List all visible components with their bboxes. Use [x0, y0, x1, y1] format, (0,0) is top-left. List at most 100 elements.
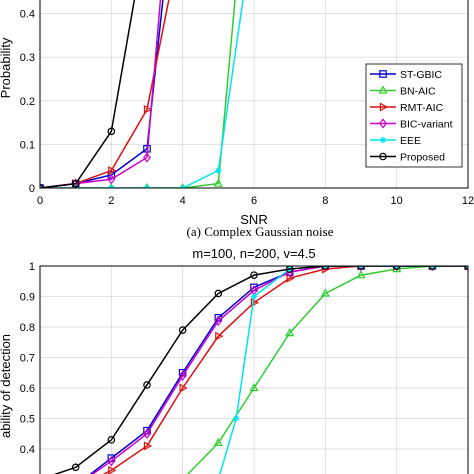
legend-box: [365, 63, 463, 168]
x-tick-labels-a: 0 2 4 6 8 10 12: [37, 195, 474, 207]
data-point: [357, 266, 365, 272]
data-point: [213, 437, 223, 447]
data-point: [428, 266, 437, 270]
data-point: [143, 152, 151, 163]
y-tick-label: 0: [29, 183, 35, 195]
series-line: [89, 266, 468, 474]
legend-label: BN-AIC: [400, 86, 436, 98]
x-tick-label: 4: [180, 195, 186, 207]
data-point: [143, 104, 153, 115]
y-tick-label: 0.4: [20, 444, 35, 456]
x-tick-label: 0: [37, 195, 43, 207]
y-tick-label: 0.3: [20, 52, 35, 64]
data-point: [71, 179, 80, 188]
data-point: [108, 465, 117, 474]
data-point: [285, 266, 294, 273]
data-point: [107, 436, 116, 444]
y-axis-label-a: Probability: [0, 37, 13, 98]
legend-a: ST-GBIC BN-AIC RMT-AIC BIC-variant EEE Propos…: [365, 63, 463, 168]
data-point: [108, 166, 117, 176]
series-group-b: [53, 266, 468, 474]
legend-marker: [378, 85, 388, 94]
data-point: [107, 456, 116, 467]
data-point: [249, 382, 259, 392]
series-eee: [40, 0, 244, 188]
data-point: [143, 381, 151, 389]
data-point: [107, 171, 116, 179]
data-point: [357, 266, 365, 270]
series-st-gbic: [89, 266, 468, 474]
data-point: [232, 415, 240, 422]
y-tick-label: 0.4: [20, 9, 35, 21]
data-point: [250, 298, 260, 308]
data-point: [143, 441, 153, 451]
series-rmt-aic: [40, 0, 170, 188]
legend-entry-proposed: Proposed: [370, 152, 445, 164]
series-line: [102, 266, 468, 474]
data-point: [356, 270, 366, 279]
series-bic-variant: [40, 0, 162, 188]
series-line: [40, 0, 136, 188]
data-point: [392, 266, 401, 270]
data-point: [320, 288, 330, 297]
chart-title-b: m=100, n=200, v=4.5: [192, 246, 315, 261]
data-point: [143, 428, 151, 439]
series-line: [53, 266, 468, 474]
data-point: [213, 178, 223, 187]
plot-frame-b: [39, 265, 469, 474]
series-proposed: [40, 0, 136, 188]
x-tick-label: 2: [108, 195, 114, 207]
series-line: [219, 266, 468, 474]
series-line: [40, 0, 236, 188]
legend-marker: [379, 102, 389, 112]
data-point: [107, 174, 116, 185]
data-point: [40, 185, 46, 188]
data-point: [250, 293, 258, 300]
legend-label: EEE: [400, 135, 421, 147]
legend-entry-bic-variant: BIC-variant: [370, 118, 453, 131]
series-line: [186, 266, 468, 474]
legend-entry-st-gbic: ST-GBIC: [370, 69, 442, 81]
data-point: [107, 127, 116, 136]
data-point: [178, 326, 187, 334]
x-tick-label: 12: [462, 195, 474, 207]
data-point: [250, 271, 258, 279]
data-point: [214, 289, 223, 298]
data-point: [285, 328, 295, 337]
data-point: [321, 266, 330, 270]
y-tick-label: 0.8: [20, 322, 35, 334]
y-axis-label-b: ability of detection: [0, 334, 13, 438]
data-point: [393, 266, 402, 271]
legend-entry-eee: EEE: [370, 135, 421, 147]
legend-marker: [379, 70, 387, 78]
data-point: [392, 266, 401, 272]
data-point: [179, 383, 188, 393]
data-point: [215, 167, 222, 174]
y-tick-label: 0.5: [20, 414, 35, 426]
chart-probability-of-detection: 0.40.50.60.70.80.91 m=100, n=200, v=4.5 …: [0, 246, 469, 474]
y-tick-label: 0.7: [20, 353, 35, 365]
legend-label: BIC-variant: [400, 119, 453, 131]
legend-marker: [379, 118, 387, 129]
y-tick-label: 1: [29, 261, 35, 273]
data-point: [178, 370, 187, 381]
series-group-a: [40, 0, 244, 188]
series-line: [91, 266, 468, 474]
data-point: [214, 315, 223, 327]
legend-label: RMT-AIC: [400, 102, 444, 114]
y-tick-label: 0.6: [20, 383, 35, 395]
y-tick-label: 0.9: [20, 292, 35, 304]
legend-entry-bn-aic: BN-AIC: [370, 85, 436, 98]
legend-entry-rmt-aic: RMT-AIC: [370, 102, 444, 114]
series-rmt-aic: [102, 266, 468, 474]
y-tick-label: 0.2: [20, 96, 35, 108]
series-eee: [219, 266, 468, 474]
plot-frame-a: [39, 0, 469, 189]
legend-marker: [379, 152, 387, 161]
data-point: [215, 331, 224, 341]
data-point: [428, 266, 437, 272]
series-st-gbic: [40, 0, 164, 188]
data-point: [286, 273, 295, 283]
